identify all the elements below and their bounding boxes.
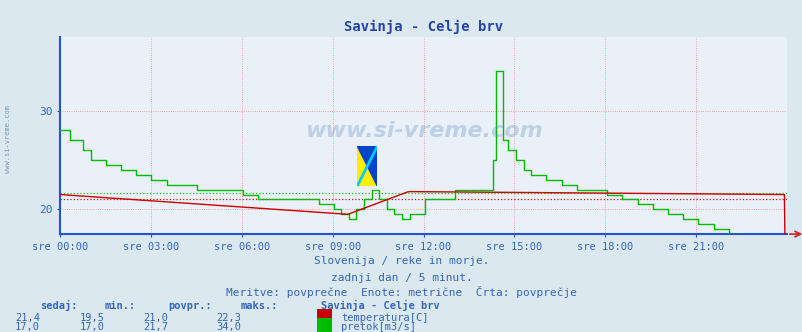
Text: Savinja - Celje brv: Savinja - Celje brv [321,300,439,311]
Text: pretok[m3/s]: pretok[m3/s] [341,322,415,332]
Text: 21,7: 21,7 [144,322,168,332]
Text: 22,3: 22,3 [216,313,241,323]
Title: Savinja - Celje brv: Savinja - Celje brv [343,20,503,34]
Polygon shape [357,146,377,186]
Text: Meritve: povprečne  Enote: metrične  Črta: povprečje: Meritve: povprečne Enote: metrične Črta:… [225,286,577,298]
Text: 19,5: 19,5 [79,313,104,323]
Text: 17,0: 17,0 [15,322,40,332]
Text: www.si-vreme.com: www.si-vreme.com [5,106,11,173]
Text: sedaj:: sedaj: [40,300,78,311]
Text: zadnji dan / 5 minut.: zadnji dan / 5 minut. [330,273,472,283]
Text: maks.:: maks.: [241,301,278,311]
Polygon shape [357,146,377,186]
Text: 21,4: 21,4 [15,313,40,323]
Text: 34,0: 34,0 [216,322,241,332]
Text: www.si-vreme.com: www.si-vreme.com [304,121,542,141]
Text: 21,0: 21,0 [144,313,168,323]
Text: 17,0: 17,0 [79,322,104,332]
Text: temperatura[C]: temperatura[C] [341,313,428,323]
Text: povpr.:: povpr.: [168,301,212,311]
Text: min.:: min.: [104,301,136,311]
Text: Slovenija / reke in morje.: Slovenija / reke in morje. [314,256,488,266]
